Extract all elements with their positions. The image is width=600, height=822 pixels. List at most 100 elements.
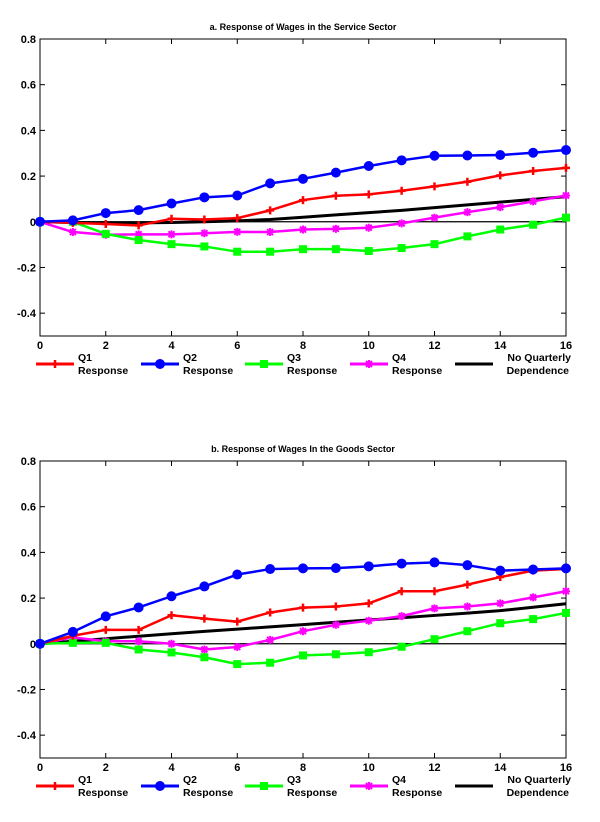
marker-star — [233, 642, 242, 651]
chart-goods-sector: b. Response of Wages In the Goods Sector… — [17, 444, 572, 799]
marker-square — [463, 627, 472, 636]
legend-label: No Quarterly — [507, 352, 571, 364]
marker-star — [365, 782, 373, 790]
legend-label: Response — [392, 365, 442, 377]
x-tick-label: 10 — [363, 762, 375, 774]
marker-circle — [155, 781, 165, 791]
marker-star — [496, 203, 505, 212]
y-tick-label: 0 — [30, 217, 36, 229]
x-tick-label: 12 — [428, 762, 440, 774]
marker-star — [68, 228, 77, 237]
marker-plus — [562, 163, 570, 172]
series-no-quarterly-dependence — [39, 195, 567, 225]
marker-circle — [155, 359, 165, 369]
legend-label: Q2 — [183, 352, 197, 364]
marker-circle — [232, 569, 243, 580]
chart-b-content: b. Response of Wages In the Goods Sector… — [17, 444, 572, 799]
series-line — [39, 589, 567, 651]
marker-circle — [199, 192, 210, 203]
legend-label: Response — [183, 365, 233, 377]
y-tick-label: 0.6 — [21, 502, 36, 514]
marker-circle — [35, 638, 45, 649]
y-tick-label: 0.2 — [21, 171, 36, 183]
marker-square — [562, 608, 570, 617]
marker-circle — [528, 147, 539, 158]
marker-square — [496, 619, 505, 628]
legend-label: Response — [183, 787, 233, 799]
series-line — [39, 148, 567, 224]
marker-circle — [199, 581, 210, 592]
marker-circle — [561, 563, 571, 574]
x-tick-label: 6 — [234, 340, 240, 352]
plot-frame — [39, 38, 567, 337]
marker-star — [200, 229, 209, 238]
x-tick-label: 2 — [103, 340, 109, 352]
marker-plus — [167, 611, 176, 620]
marker-circle — [100, 611, 111, 622]
x-tick-label: 10 — [363, 340, 375, 352]
marker-square — [331, 650, 340, 659]
marker-square — [529, 220, 538, 229]
x-tick-label: 14 — [494, 340, 507, 352]
marker-plus — [397, 186, 406, 195]
legend-label: Q3 — [287, 352, 301, 364]
x-tick-label: 8 — [300, 340, 306, 352]
legend-label: Dependence — [507, 365, 570, 377]
series-q2-response — [35, 557, 571, 649]
marker-circle — [462, 560, 473, 571]
marker-circle — [528, 564, 539, 575]
marker-star — [331, 620, 340, 629]
marker-plus — [331, 191, 340, 200]
marker-star — [397, 612, 406, 621]
legend-label: Dependence — [507, 787, 570, 799]
marker-plus — [101, 220, 110, 229]
marker-square — [68, 638, 77, 647]
y-tick-label: 0.8 — [21, 34, 36, 46]
marker-circle — [265, 178, 276, 189]
marker-circle — [363, 561, 374, 572]
marker-circle — [561, 145, 571, 156]
marker-star — [167, 639, 176, 648]
marker-square — [364, 247, 373, 256]
series-line — [39, 602, 567, 646]
chart-title: a. Response of Wages in the Service Sect… — [210, 22, 397, 32]
marker-circle — [100, 208, 111, 219]
marker-star — [529, 197, 538, 206]
marker-plus — [51, 360, 59, 368]
marker-square — [529, 615, 538, 624]
marker-circle — [35, 216, 45, 227]
marker-circle — [166, 591, 177, 602]
marker-circle — [133, 205, 144, 216]
marker-star — [167, 230, 176, 239]
x-tick-label: 4 — [168, 762, 175, 774]
marker-circle — [330, 563, 341, 574]
y-tick-label: 0 — [30, 639, 36, 651]
marker-square — [101, 229, 110, 238]
marker-square — [299, 245, 307, 254]
marker-star — [397, 219, 406, 228]
marker-square — [167, 240, 176, 249]
marker-star — [266, 228, 275, 237]
marker-star — [430, 604, 439, 613]
marker-square — [299, 651, 307, 660]
marker-star — [134, 230, 143, 239]
marker-plus — [529, 167, 538, 176]
marker-star — [496, 599, 505, 608]
marker-square — [397, 642, 406, 651]
marker-plus — [233, 617, 242, 626]
marker-star — [364, 223, 373, 232]
legend-label: Q2 — [183, 774, 197, 786]
marker-square — [331, 245, 340, 254]
marker-plus — [266, 206, 275, 215]
marker-square — [562, 213, 570, 222]
x-tick-label: 0 — [37, 762, 43, 774]
marker-square — [134, 645, 143, 654]
marker-square — [200, 242, 209, 251]
series-q1-response — [36, 565, 570, 648]
marker-star — [365, 360, 373, 368]
series-q1-response — [36, 163, 570, 230]
